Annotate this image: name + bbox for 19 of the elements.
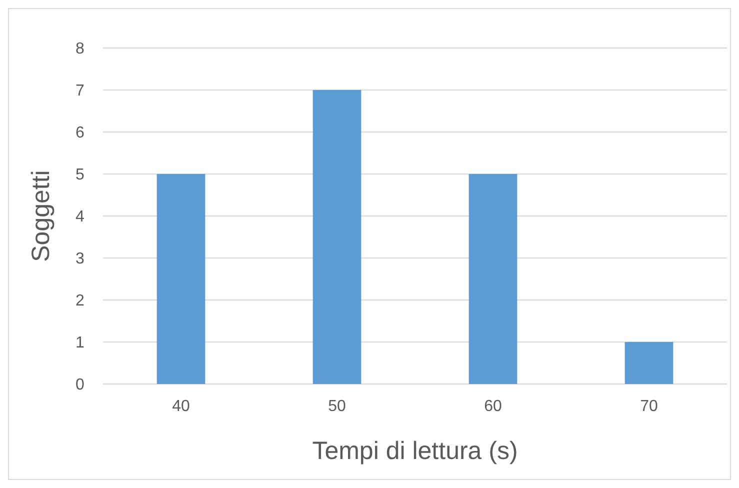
bar [156,174,206,384]
bar [312,90,362,384]
x-tick-label: 50 [328,398,346,415]
bar [624,342,674,384]
y-tick-label: 5 [76,166,85,184]
y-tick-label: 3 [76,250,85,268]
x-tick-label: 40 [172,398,190,415]
x-tick-label: 70 [640,398,658,415]
y-tick-label: 8 [76,40,85,58]
y-tick-label: 2 [76,292,85,310]
y-tick-label: 1 [76,334,85,352]
y-tick-label: 0 [76,376,85,394]
bar [468,174,518,384]
y-axis-title: Soggetti [27,170,55,262]
y-tick-label: 4 [76,208,85,226]
y-tick-label: 7 [76,82,85,100]
y-tick-label: 6 [76,124,85,142]
x-axis-title: Tempi di lettura (s) [312,437,518,465]
x-tick-label: 60 [484,398,502,415]
